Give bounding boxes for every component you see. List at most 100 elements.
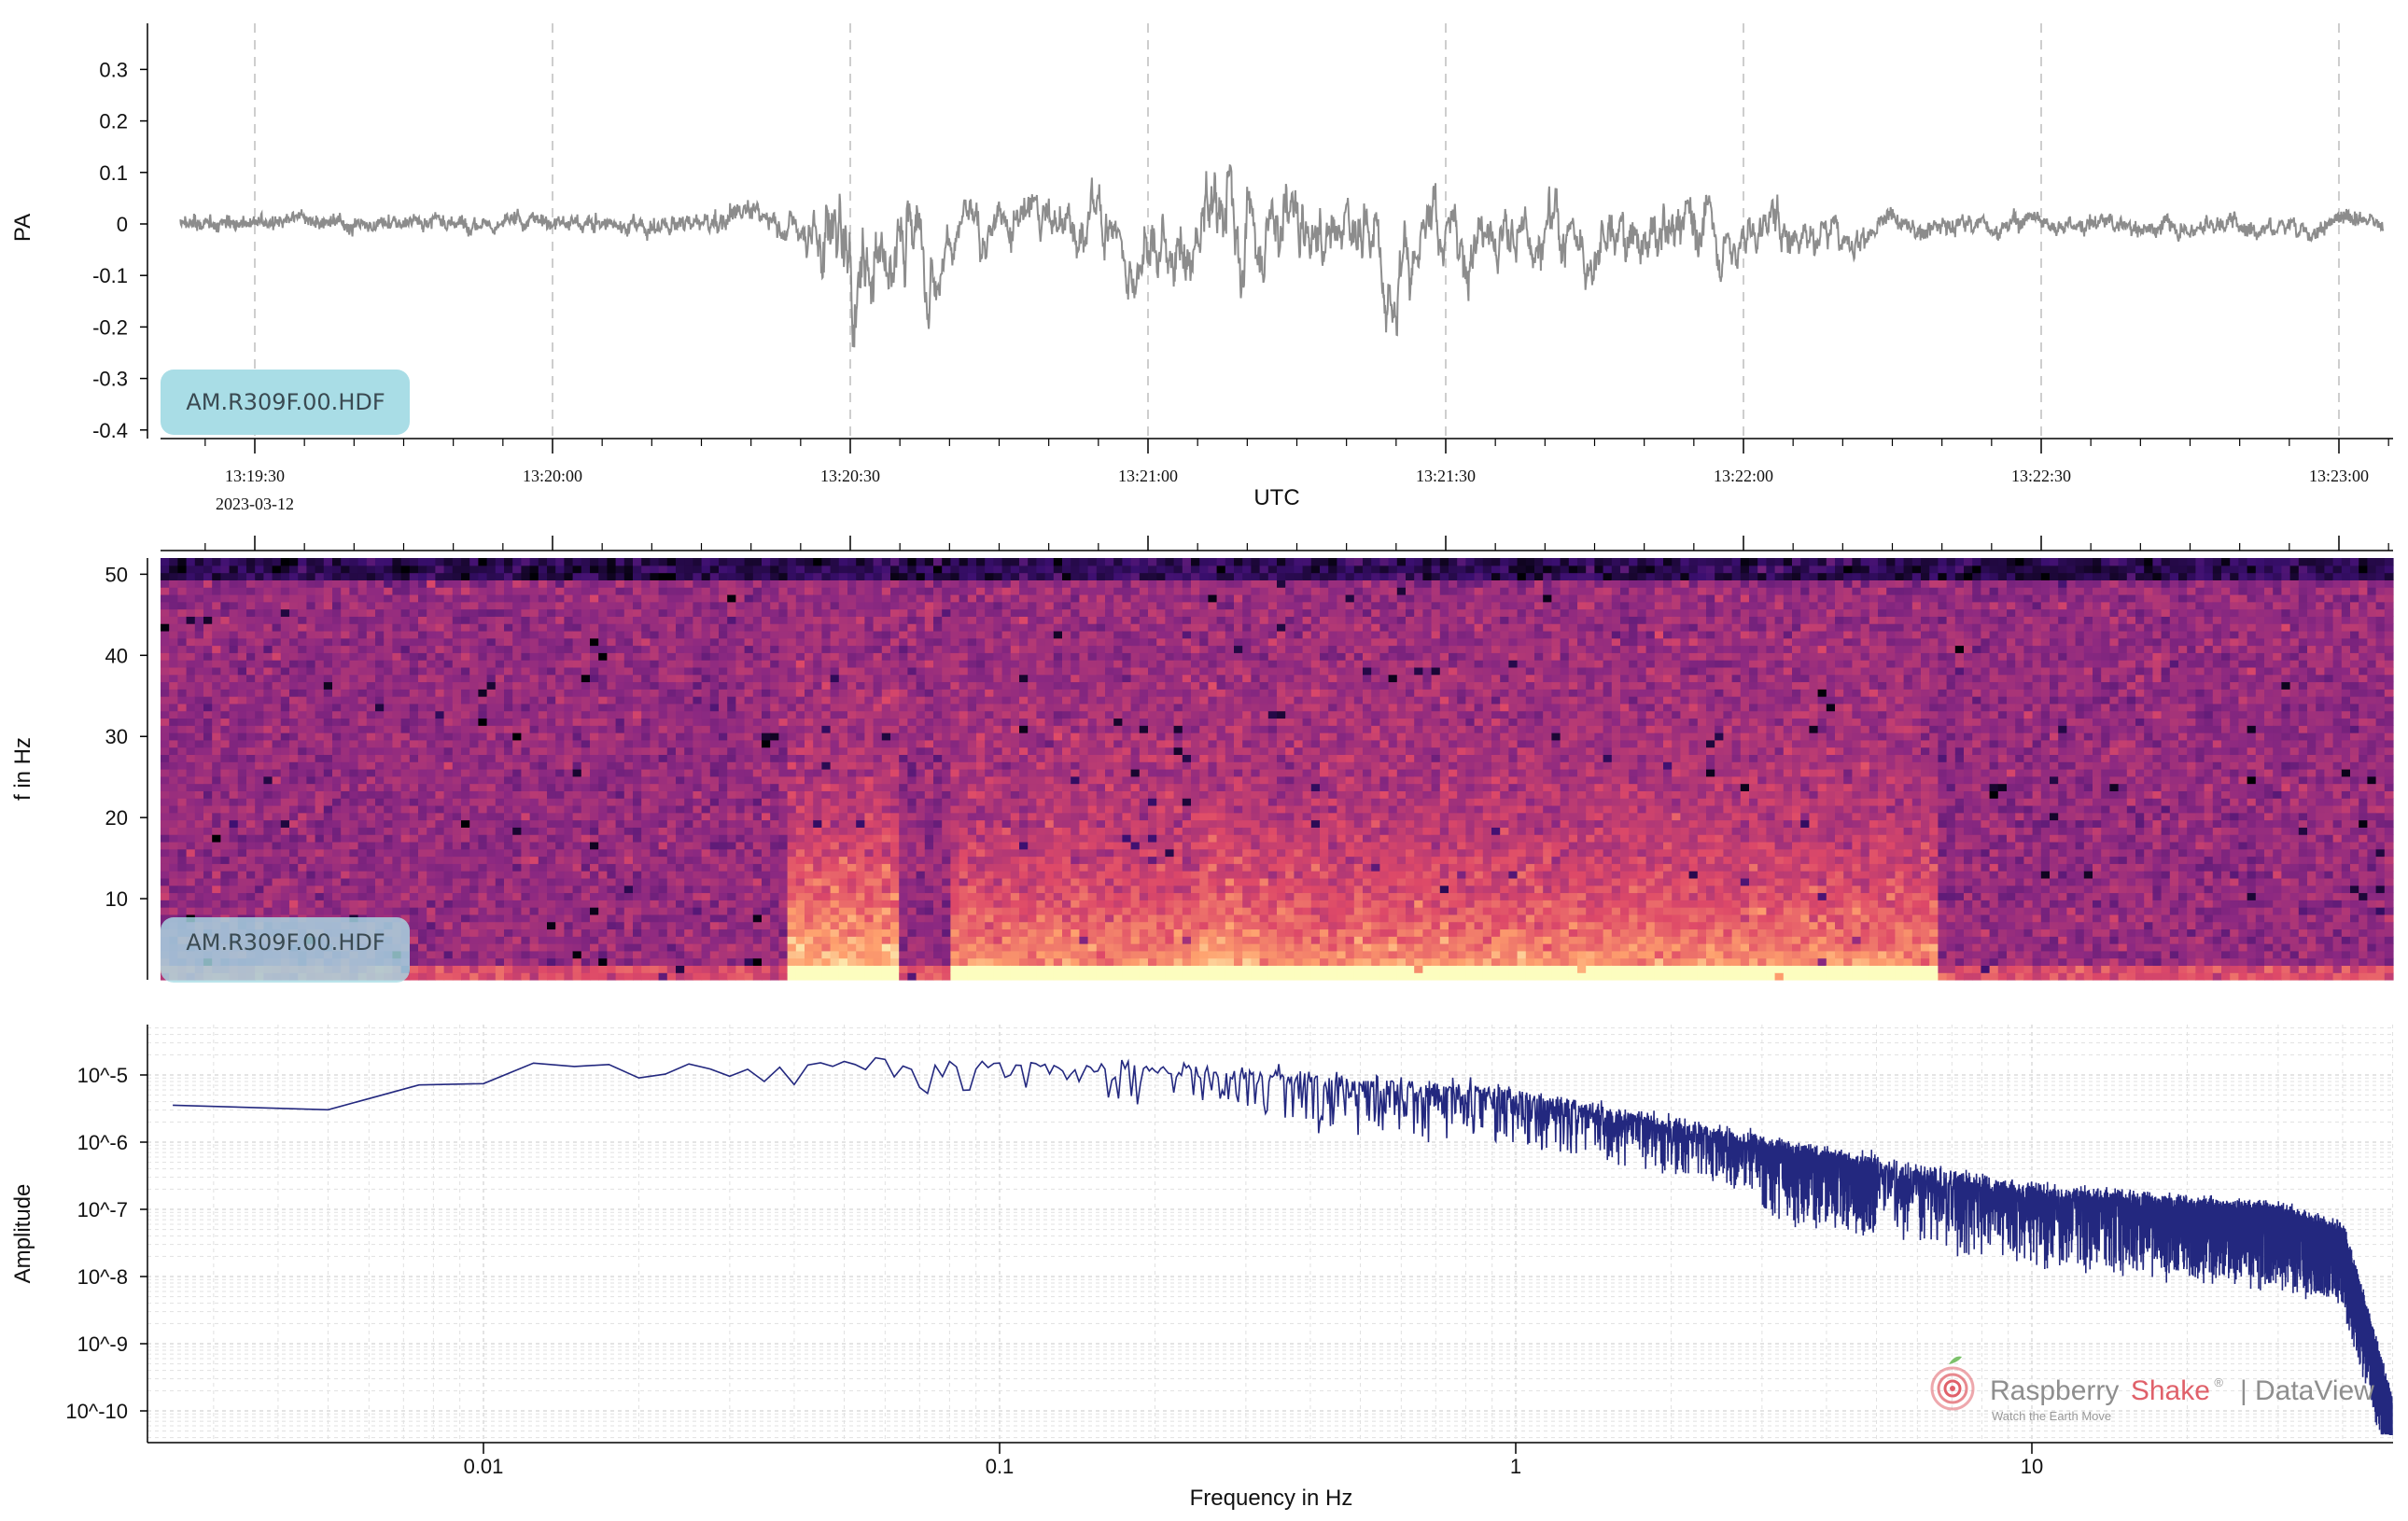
spectrogram-cell: [752, 608, 763, 617]
spectrogram-cell: [443, 754, 454, 762]
spectrogram-cell: [452, 630, 462, 639]
spectrogram-cell: [357, 630, 368, 639]
spectrogram-cell: [641, 957, 651, 967]
spectrogram-cell: [512, 914, 522, 923]
spectrogram-cell: [787, 856, 797, 864]
spectrogram-cell: [838, 710, 848, 719]
spectrogram-cell: [735, 579, 746, 588]
spectrogram-cell: [676, 921, 685, 930]
spectrogram-cell: [547, 579, 556, 588]
spectrogram-cell: [323, 885, 333, 894]
spectrogram-cell: [778, 565, 789, 574]
spectrogram-cell: [255, 666, 264, 676]
spectrogram-cell: [805, 754, 814, 762]
spectrogram-cell: [203, 710, 213, 719]
spectrogram-cell: [676, 637, 685, 647]
spectrogram-cell: [735, 660, 746, 668]
spectrogram-cell: [349, 863, 359, 872]
spectrogram-cell: [830, 783, 840, 791]
spectrogram-cell: [615, 761, 625, 770]
spectrogram-cell: [581, 804, 591, 814]
spectrogram-cell: [735, 950, 746, 959]
spectrogram-cell: [486, 900, 497, 908]
spectrogram-cell: [461, 616, 470, 624]
spectrogram-cell: [847, 645, 857, 653]
spectrogram-cell: [306, 739, 316, 748]
spectrogram-cell: [495, 885, 505, 894]
spectrogram-cell: [795, 761, 805, 770]
spectrogram-cell: [830, 775, 840, 785]
spectrogram-cell: [787, 696, 797, 705]
spectrogram-cell: [495, 710, 505, 719]
spectrogram-cell: [830, 660, 840, 668]
spectrogram-cell: [161, 645, 170, 653]
spectrogram-cell: [203, 725, 213, 733]
spectrogram-cell: [272, 637, 282, 647]
spectrogram-cell: [246, 841, 256, 850]
spectrogram-cell: [821, 848, 832, 858]
spectrogram-cell: [392, 587, 402, 595]
spectrogram-cell: [366, 681, 376, 690]
spectrogram-cell: [332, 848, 342, 858]
spectrogram-cell: [323, 812, 333, 821]
spectrogram-cell: [684, 593, 693, 603]
spectrogram-cell: [676, 608, 685, 617]
spectrogram-cell: [272, 783, 282, 791]
spectrogram-cell: [787, 558, 797, 566]
spectrogram-cell: [332, 761, 342, 770]
spectrogram-cell: [280, 827, 290, 835]
spectrogram-cell: [375, 885, 385, 894]
spectrogram-cell: [289, 900, 299, 908]
spectrogram-cell: [813, 674, 822, 683]
spectrogram-cell: [795, 848, 805, 858]
spectrogram-cell: [435, 769, 445, 777]
spectrogram-cell: [495, 950, 505, 959]
spectrogram-cell: [366, 812, 376, 821]
spectrogram-cell: [212, 652, 221, 661]
spectrogram-cell: [547, 681, 556, 690]
spectrogram-cell: [623, 733, 634, 741]
spectrogram-cell: [349, 907, 359, 915]
spectrogram-cell: [684, 703, 693, 712]
spectrogram-cell: [623, 696, 634, 705]
spectrogram-cell: [203, 783, 213, 791]
spectrogram-cell: [203, 761, 213, 770]
spectrogram-cell: [787, 710, 797, 719]
spectrogram-cell: [486, 652, 497, 661]
spectrogram-cell: [237, 863, 247, 872]
spectrogram-cell: [229, 863, 239, 872]
spectrogram-cell: [478, 877, 488, 886]
spectrogram-cell: [384, 674, 393, 683]
spectrogram-cell: [306, 783, 316, 791]
spectrogram-cell: [435, 936, 445, 944]
spectrogram-cell: [186, 841, 196, 850]
spectrogram-cell: [623, 558, 634, 566]
spectrogram-cell: [693, 733, 703, 741]
spectrogram-cell: [555, 608, 565, 617]
spectrogram-cell: [177, 558, 188, 566]
spectrogram-cell: [555, 645, 565, 653]
spectrogram-cell: [375, 558, 385, 566]
spectrogram-cell: [641, 725, 651, 733]
spectrogram-cell: [547, 957, 556, 967]
spectrogram-cell: [795, 579, 805, 588]
spectrogram-cell: [633, 623, 642, 632]
spectrogram-cell: [581, 856, 591, 864]
spectrogram-cell: [805, 957, 814, 967]
spectrogram-cell: [864, 972, 875, 981]
spectrogram-cell: [864, 834, 875, 843]
spectrogram-cell: [623, 957, 634, 967]
spectrogram-cell: [469, 885, 479, 894]
spectrogram-cell: [161, 812, 170, 821]
spectrogram-cell: [701, 666, 711, 676]
spectrogram-cell: [375, 733, 385, 741]
spectrogram-cell: [623, 921, 634, 930]
spectrogram-cell: [280, 790, 290, 799]
spectrogram-cell: [813, 783, 822, 791]
spectrogram-cell: [255, 819, 264, 828]
spectrogram-cell: [529, 804, 539, 814]
spectrogram-cell: [752, 804, 763, 814]
spectrogram-cell: [306, 696, 316, 705]
spectrogram-cell: [813, 943, 822, 952]
spectrogram-cell: [744, 558, 754, 566]
